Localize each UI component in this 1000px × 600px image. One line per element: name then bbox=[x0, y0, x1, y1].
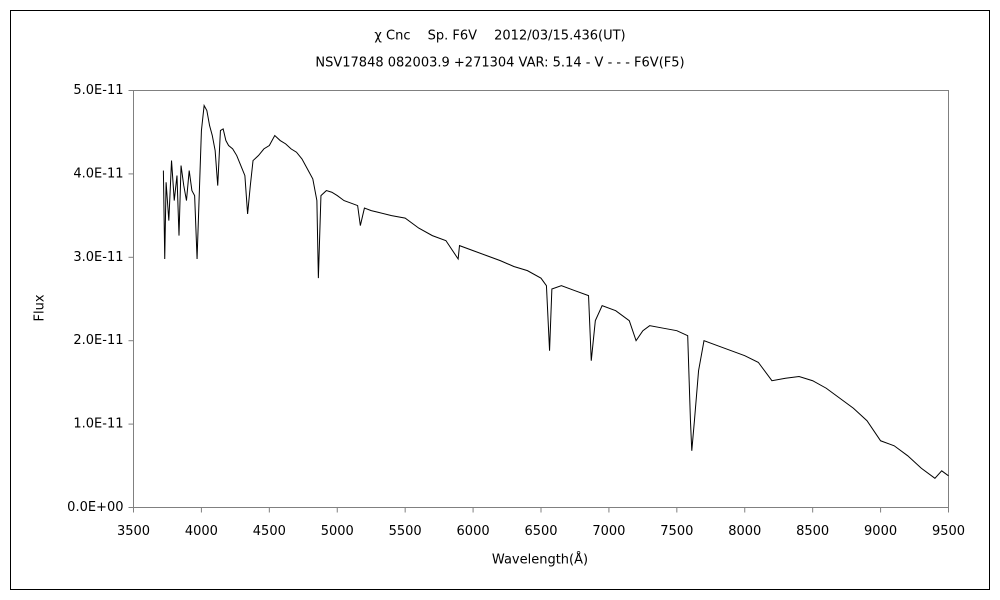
chart-title: χ Cnc Sp. F6V 2012/03/15.436(UT) bbox=[374, 29, 625, 44]
x-tick-label: 6500 bbox=[524, 524, 557, 539]
chart-subtitle: NSV17848 082003.9 +271304 VAR: 5.14 - V … bbox=[315, 56, 684, 71]
y-tick-label: 4.0E-11 bbox=[73, 166, 123, 181]
x-tick-label: 5000 bbox=[321, 524, 354, 539]
x-tick-label: 8500 bbox=[796, 524, 829, 539]
x-tick-label: 9000 bbox=[864, 524, 897, 539]
y-tick-label: 0.0E+00 bbox=[67, 500, 123, 515]
plot-area bbox=[133, 90, 949, 508]
x-axis-label: Wavelength(Å) bbox=[492, 552, 588, 568]
x-tick-label: 6000 bbox=[457, 524, 490, 539]
x-tick-label: 4500 bbox=[253, 524, 286, 539]
x-tick-label: 3500 bbox=[117, 524, 150, 539]
y-axis-label: Flux bbox=[33, 294, 48, 321]
x-tick-label: 8000 bbox=[728, 524, 761, 539]
spectrum-line bbox=[162, 103, 949, 479]
y-tick-label: 5.0E-11 bbox=[73, 83, 123, 98]
x-tick-label: 7500 bbox=[660, 524, 693, 539]
y-tick-label: 3.0E-11 bbox=[73, 250, 123, 265]
x-tick-label: 7000 bbox=[592, 524, 625, 539]
y-tick-label: 1.0E-11 bbox=[73, 417, 123, 432]
x-tick-label: 9500 bbox=[932, 524, 965, 539]
x-tick-label: 4000 bbox=[185, 524, 218, 539]
y-tick-label: 2.0E-11 bbox=[73, 333, 123, 348]
x-tick-label: 5500 bbox=[389, 524, 422, 539]
